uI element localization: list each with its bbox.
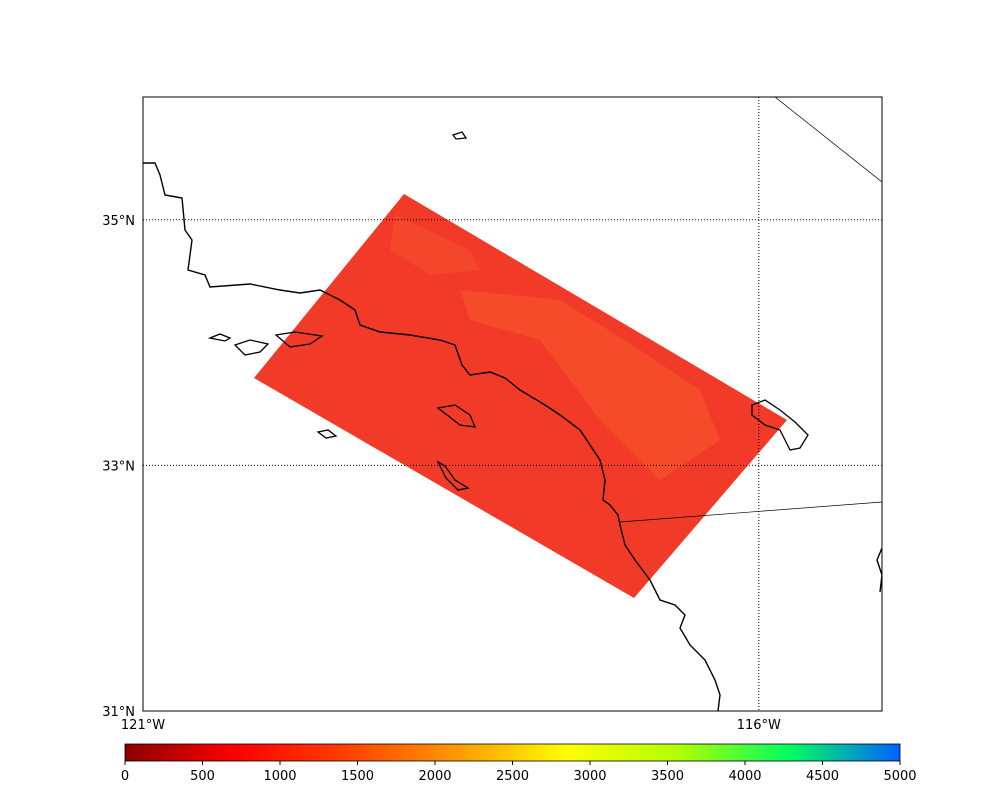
lon-label: 116°W [737,718,781,733]
coastline [876,547,882,593]
island [316,429,338,439]
coastline [143,162,721,711]
island [436,460,470,491]
colorbar [124,743,901,762]
lat-label: 33°N [102,459,135,474]
island [436,404,477,428]
island [274,331,324,348]
swath-texture [460,290,720,480]
colorbar-tick-label: 4000 [728,769,761,784]
colorbar-tick-label: 4500 [806,769,839,784]
colorbar-tick-label: 1000 [263,769,296,784]
lon-label: 121°W [121,718,165,733]
colorbar-tick-label: 500 [190,769,215,784]
colorbar-tick-label: 3000 [573,769,606,784]
swath-texture [390,215,480,275]
island [451,131,468,140]
island [233,339,270,356]
colorbar-tick-label: 0 [121,769,129,784]
colorbar-tick-label: 5000 [883,769,916,784]
island [751,399,809,451]
colorbar-tick-label: 2500 [496,769,529,784]
map-layer [143,97,882,711]
lat-label: 31°N [102,705,135,720]
colorbar-tick-label: 2000 [418,769,451,784]
island [207,333,232,342]
graticule: 31°N 33°N 35°N 121°W 116°W [102,97,882,733]
colorbar-tick-label: 3500 [651,769,684,784]
data-swath [254,194,787,598]
colorbar-tick-label: 1500 [341,769,374,784]
state-border [774,97,882,183]
lat-label: 35°N [102,214,135,229]
international-border [619,501,882,523]
